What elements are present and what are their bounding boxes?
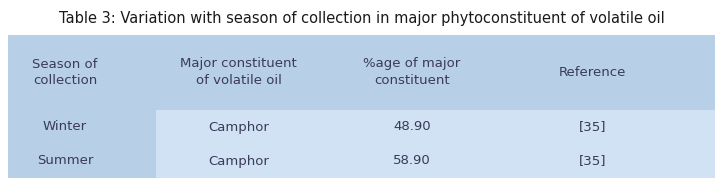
Text: Camphor: Camphor xyxy=(208,154,269,168)
Bar xyxy=(8,35,715,178)
Text: Season of
collection: Season of collection xyxy=(33,57,98,87)
Text: Winter: Winter xyxy=(43,120,87,134)
Text: 48.90: 48.90 xyxy=(393,120,431,134)
Text: [35]: [35] xyxy=(579,120,607,134)
Text: [35]: [35] xyxy=(579,154,607,168)
Text: %age of major
constituent: %age of major constituent xyxy=(364,57,461,87)
Text: Camphor: Camphor xyxy=(208,120,269,134)
Text: Table 3: Variation with season of collection in major phytoconstituent of volati: Table 3: Variation with season of collec… xyxy=(59,10,664,26)
Text: Summer: Summer xyxy=(37,154,93,168)
Text: Major constituent
of volatile oil: Major constituent of volatile oil xyxy=(180,57,297,87)
Text: 58.90: 58.90 xyxy=(393,154,431,168)
Text: Reference: Reference xyxy=(559,66,627,79)
Bar xyxy=(156,110,715,178)
